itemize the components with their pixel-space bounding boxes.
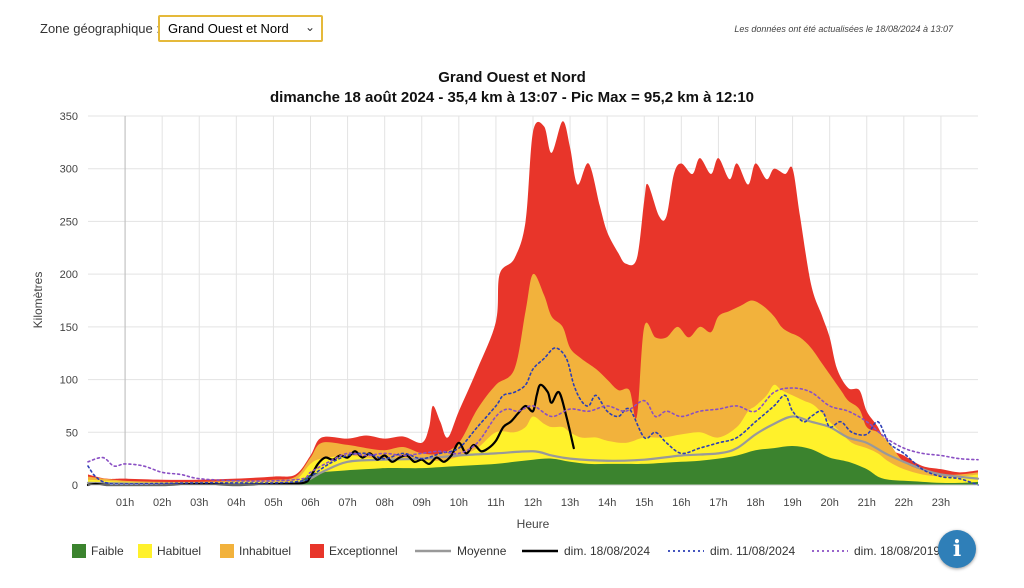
update-note: Les données ont été actualisées le 18/08… — [734, 24, 953, 34]
x-tick-label: 10h — [450, 497, 468, 509]
legend-label: Moyenne — [457, 544, 507, 558]
series-line — [87, 347, 979, 486]
x-tick-label: 23h — [932, 497, 950, 509]
x-tick-label: 16h — [672, 497, 690, 509]
info-icon: i — [952, 536, 962, 562]
x-tick-label: 12h — [524, 497, 542, 509]
x-tick-label: 11h — [487, 497, 505, 509]
legend-label: Exceptionnel — [329, 544, 398, 558]
x-tick-label: 04h — [227, 497, 245, 509]
legend-label: Inhabituel — [239, 544, 291, 558]
x-tick-label: 03h — [190, 497, 208, 509]
x-tick-label: 09h — [413, 497, 431, 509]
legend-label: dim. 11/08/2024 — [710, 544, 795, 558]
legend-swatch — [138, 544, 152, 558]
x-tick-label: 01h — [116, 497, 134, 509]
y-tick-label: 50 — [66, 427, 78, 439]
info-button[interactable]: i — [938, 530, 976, 568]
x-tick-label: 21h — [858, 497, 876, 509]
legend-label: dim. 18/08/2019 — [854, 544, 940, 558]
y-axis-label: Kilomètres — [31, 272, 45, 329]
y-tick-label: 0 — [72, 480, 78, 492]
y-tick-label: 300 — [60, 164, 78, 176]
x-tick-label: 15h — [635, 497, 653, 509]
x-tick-label: 08h — [375, 497, 393, 509]
y-tick-label: 200 — [60, 269, 78, 281]
legend-swatch — [220, 544, 234, 558]
x-axis-label: Heure — [517, 517, 550, 531]
legend-swatch — [310, 544, 324, 558]
x-tick-label: 13h — [561, 497, 579, 509]
chart-title: Grand Ouest et Nord — [438, 69, 586, 86]
series-line — [86, 415, 980, 486]
zone-select-value: Grand Ouest et Nord — [168, 21, 289, 36]
y-tick-label: 100 — [60, 375, 78, 387]
x-tick-label: 05h — [264, 497, 282, 509]
y-tick-label: 250 — [60, 216, 78, 228]
zone-label: Zone géographique : — [40, 21, 160, 36]
x-tick-label: 07h — [338, 497, 356, 509]
x-tick-label: 18h — [746, 497, 764, 509]
legend-label: Faible — [91, 544, 124, 558]
x-tick-label: 02h — [153, 497, 171, 509]
chevron-down-icon: ⌄ — [304, 20, 315, 34]
legend-label: Habituel — [157, 544, 201, 558]
series-line — [87, 387, 979, 482]
x-tick-label: 14h — [598, 497, 616, 509]
x-tick-label: 22h — [895, 497, 913, 509]
x-tick-label: 06h — [301, 497, 319, 509]
top-bar: Zone géographique : Grand Ouest et Nord … — [0, 0, 1024, 50]
chart-subtitle: dimanche 18 août 2024 - 35,4 km à 13:07 … — [269, 89, 755, 106]
x-tick-label: 17h — [709, 497, 727, 509]
x-tick-label: 19h — [783, 497, 801, 509]
y-tick-label: 350 — [60, 111, 78, 123]
zone-select[interactable]: Grand Ouest et Nord ⌄ — [158, 15, 323, 42]
legend-label: dim. 18/08/2024 — [564, 544, 650, 558]
y-tick-label: 150 — [60, 322, 78, 334]
x-tick-label: 20h — [820, 497, 838, 509]
legend-swatch — [72, 544, 86, 558]
